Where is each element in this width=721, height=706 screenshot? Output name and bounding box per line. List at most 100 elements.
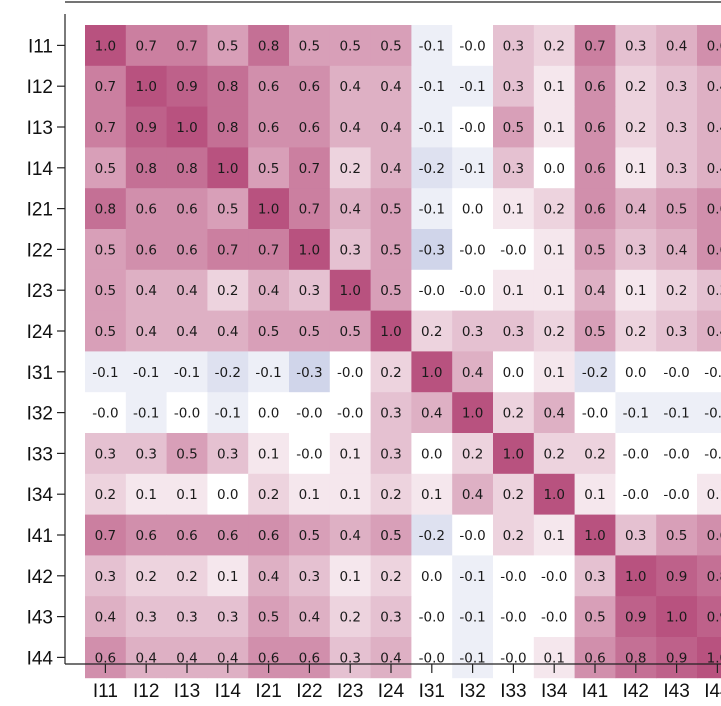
heatmap-cell-I24-I23 [329,310,371,352]
heatmap-cell-I23-I43 [656,269,698,311]
heatmap-cell-I42-I42 [615,555,657,597]
cell-value-I44-I13: 0.4 [176,650,197,666]
heatmap-cell-I24-I32 [452,310,494,352]
cell-value-I43-I41: 0.5 [584,610,605,626]
cell-value-I31-I31: 1.0 [421,365,442,381]
cell-value-I32-I21: 0.0 [258,406,279,422]
heatmap-cell-I43-I12 [125,596,167,638]
cell-value-I44-I31: -0.0 [419,650,445,666]
heatmap-cell-I14-I12 [125,147,167,189]
cell-value-I21-I13: 0.6 [176,202,197,218]
heatmap-cell-I33-I43 [656,433,698,475]
cell-value-I34-I41: 0.1 [584,487,605,503]
cell-value-I22-I24: 0.5 [380,242,401,258]
heatmap-cell-I32-I22 [289,392,331,434]
heatmap-cell-I42-I23 [329,555,371,597]
x-tick-label-I42: I42 [623,681,649,702]
heatmap-cell-I42-I22 [289,555,331,597]
cell-value-I33-I13: 0.5 [176,446,197,462]
cell-value-I21-I23: 0.4 [339,202,360,218]
heatmap-cell-I13-I23 [329,106,371,148]
cell-value-I33-I34: 0.2 [543,446,564,462]
heatmap-cell-I31-I23 [329,351,371,393]
cell-value-I12-I34: 0.1 [543,79,564,95]
heatmap-cell-I34-I44 [697,473,721,515]
x-tick-label-I24: I24 [378,681,405,702]
heatmap-cell-I41-I32 [452,514,494,556]
heatmap-cell-I23-I21 [248,269,290,311]
cell-value-I41-I23: 0.4 [339,528,360,544]
x-tick-label-I12: I12 [133,681,159,702]
heatmap-cell-I33-I14 [207,433,249,475]
cell-value-I41-I42: 0.3 [625,528,646,544]
heatmap-cell-I13-I21 [248,106,290,148]
heatmap-cell-I14-I44 [697,147,721,189]
cell-value-I34-I43: -0.0 [663,487,689,503]
heatmap-cell-I13-I33 [493,106,535,148]
cell-value-I34-I34: 1.0 [543,487,564,503]
cell-value-I42-I31: 0.0 [421,569,442,585]
heatmap-cell-I31-I42 [615,351,657,393]
cell-value-I22-I22: 1.0 [299,242,320,258]
cell-value-I32-I13: -0.0 [174,406,200,422]
cell-value-I21-I42: 0.4 [625,202,646,218]
cell-value-I43-I23: 0.2 [339,610,360,626]
y-tick-label-I44: I44 [27,648,54,669]
heatmap-cell-I42-I44 [697,555,721,597]
cell-value-I13-I43: 0.3 [666,120,687,136]
heatmap-cell-labels: 1.0 0.7 0.7 0.5 0.8 0.5 0.5 0.5 -0.1 -0.0 0.3 0.2 0.… [92,38,721,666]
cell-value-I21-I34: 0.2 [543,202,564,218]
heatmap-cell-I13-I34 [533,106,575,148]
heatmap-cell-I43-I42 [615,596,657,638]
heatmap-cell-I33-I12 [125,433,167,475]
cell-value-I22-I41: 0.5 [584,242,605,258]
cell-value-I13-I12: 0.9 [135,120,156,136]
heatmap-cell-I33-I32 [452,433,494,475]
cell-value-I22-I23: 0.3 [339,242,360,258]
cell-value-I31-I22: -0.3 [296,365,322,381]
heatmap-cell-I41-I42 [615,514,657,556]
heatmap-cell-I31-I14 [207,351,249,393]
cell-value-I13-I42: 0.2 [625,120,646,136]
heatmap-cell-I13-I32 [452,106,494,148]
heatmap-cell-I32-I33 [493,392,535,434]
heatmap-cell-I22-I12 [125,229,167,271]
cell-value-I21-I12: 0.6 [135,202,156,218]
heatmap-cell-I41-I31 [411,514,453,556]
cell-value-I41-I24: 0.5 [380,528,401,544]
cell-value-I41-I11: 0.7 [95,528,116,544]
heatmap-cell-I23-I23 [329,269,371,311]
heatmap-cell-I24-I33 [493,310,535,352]
cell-value-I43-I13: 0.3 [176,610,197,626]
x-tick-label-I11: I11 [93,681,118,702]
heatmap-cell-I24-I31 [411,310,453,352]
heatmap-cell-I23-I14 [207,269,249,311]
cell-value-I31-I32: 0.4 [462,365,483,381]
cell-value-I11-I22: 0.5 [299,38,320,54]
cell-value-I23-I13: 0.4 [176,283,197,299]
heatmap-cell-I13-I44 [697,106,721,148]
cell-value-I11-I42: 0.3 [625,38,646,54]
cell-value-I34-I33: 0.2 [503,487,524,503]
cell-value-I41-I22: 0.5 [299,528,320,544]
heatmap-cell-I11-I14 [207,25,249,67]
heatmap-cell-I14-I33 [493,147,535,189]
cell-value-I34-I42: -0.0 [623,487,649,503]
cell-value-I43-I33: -0.0 [500,610,526,626]
heatmap-cell-I11-I41 [574,25,616,67]
heatmap-cell-I11-I32 [452,25,494,67]
heatmap-cell-I32-I43 [656,392,698,434]
cell-value-I32-I43: -0.1 [663,406,689,422]
cell-value-I41-I33: 0.2 [503,528,524,544]
cell-value-I33-I14: 0.3 [217,446,238,462]
cell-value-I41-I32: -0.0 [459,528,485,544]
x-tick-label-I21: I21 [255,681,281,702]
heatmap-cell-I21-I31 [411,188,453,230]
cell-value-I21-I14: 0.5 [217,202,238,218]
heatmap-cell-I21-I14 [207,188,249,230]
heatmap-cell-I24-I21 [248,310,290,352]
cell-value-I23-I44: 0.3 [707,283,721,299]
heatmap-cell-I14-I13 [166,147,208,189]
heatmap-cell-I43-I32 [452,596,494,638]
heatmap-cell-I11-I12 [125,25,167,67]
